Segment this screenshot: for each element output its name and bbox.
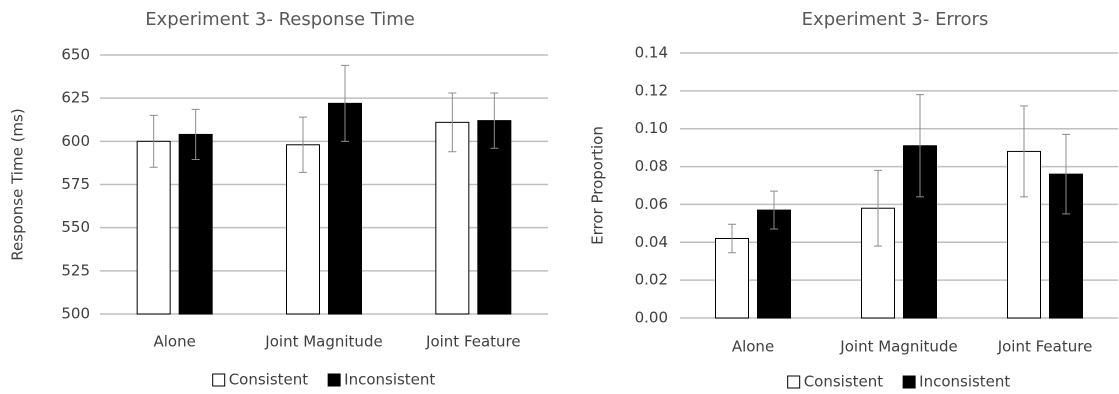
legend-swatch [212, 373, 226, 387]
legend-swatch [902, 375, 916, 389]
legend-label: Consistent [229, 371, 309, 389]
error-bar [728, 223, 736, 254]
x-tick-label: Joint Feature [425, 333, 521, 351]
error-bar [1062, 133, 1070, 215]
error-bar [874, 169, 882, 247]
error-bar [448, 92, 457, 153]
x-tick-label: Joint Magnitude [839, 338, 957, 356]
legend-label: Consistent [804, 373, 884, 391]
y-tick-label: 0.02 [635, 271, 668, 289]
legend-label: Inconsistent [919, 373, 1010, 391]
y-tick-label: 0.00 [635, 309, 668, 327]
x-tick-label: Joint Magnitude [264, 333, 382, 351]
y-tick-label: 0.04 [635, 233, 668, 251]
x-tick-label: Alone [732, 338, 774, 356]
error-bar [191, 108, 200, 160]
error-bar [341, 64, 349, 142]
y-tick-label: 0.12 [635, 81, 668, 99]
error-bar [490, 92, 499, 149]
y-tick-label: 0.08 [635, 157, 668, 175]
bar [178, 133, 213, 315]
bar [477, 120, 512, 315]
error-bar [149, 114, 158, 168]
x-tick-label: Alone [153, 333, 195, 351]
error-bar [916, 94, 924, 198]
y-tick-label: 525 [61, 261, 90, 279]
legend-swatch [787, 375, 801, 389]
y-tick-label: 550 [61, 218, 90, 236]
y-tick-label: 0.06 [635, 195, 668, 213]
y-axis-label: Response Time (ms) [9, 108, 27, 260]
error-bar [1020, 105, 1028, 198]
y-tick-label: 500 [61, 305, 90, 323]
error-bar [770, 190, 778, 230]
bar [435, 121, 470, 315]
bar [286, 144, 320, 315]
error-bar [299, 116, 307, 173]
y-tick-label: 600 [61, 132, 90, 150]
y-tick-label: 575 [61, 175, 90, 193]
legend-swatch [327, 373, 341, 387]
bar [136, 140, 171, 315]
y-tick-label: 0.14 [635, 44, 668, 62]
y-tick-label: 650 [61, 46, 90, 64]
y-axis-label: Error Proportion [589, 126, 607, 245]
x-tick-label: Joint Feature [997, 338, 1093, 356]
chart-title: Experiment 3- Errors [802, 9, 989, 30]
bar [328, 102, 362, 315]
legend-label: Inconsistent [344, 371, 435, 389]
chart-title: Experiment 3- Response Time [145, 9, 415, 30]
y-tick-label: 625 [61, 89, 90, 107]
y-tick-label: 0.10 [635, 119, 668, 137]
